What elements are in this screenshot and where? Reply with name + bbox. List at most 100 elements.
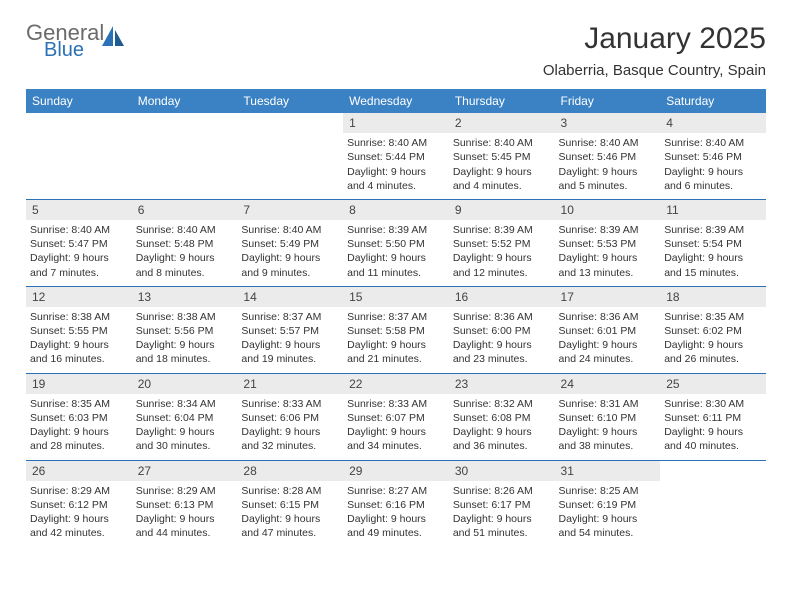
day-sr: Sunrise: 8:36 AM	[559, 310, 657, 324]
day-ss: Sunset: 6:15 PM	[241, 498, 339, 512]
day-d1: Daylight: 9 hours	[453, 338, 551, 352]
day-detail-cell: Sunrise: 8:40 AMSunset: 5:47 PMDaylight:…	[26, 220, 132, 286]
day-ss: Sunset: 6:02 PM	[664, 324, 762, 338]
day-number-cell: 4	[660, 113, 766, 133]
day-sr: Sunrise: 8:28 AM	[241, 484, 339, 498]
detail-row: Sunrise: 8:35 AMSunset: 6:03 PMDaylight:…	[26, 394, 766, 460]
day-ss: Sunset: 5:50 PM	[347, 237, 445, 251]
day-detail-cell	[237, 133, 343, 199]
day-number-cell: 28	[237, 460, 343, 481]
day-d1: Daylight: 9 hours	[559, 425, 657, 439]
day-detail-cell: Sunrise: 8:38 AMSunset: 5:56 PMDaylight:…	[132, 307, 238, 373]
day-ss: Sunset: 5:46 PM	[559, 150, 657, 164]
day-ss: Sunset: 6:13 PM	[136, 498, 234, 512]
day-detail-cell: Sunrise: 8:30 AMSunset: 6:11 PMDaylight:…	[660, 394, 766, 460]
day-d2: and 42 minutes.	[30, 526, 128, 540]
day-sr: Sunrise: 8:30 AM	[664, 397, 762, 411]
day-d2: and 15 minutes.	[664, 266, 762, 280]
day-detail-cell: Sunrise: 8:35 AMSunset: 6:02 PMDaylight:…	[660, 307, 766, 373]
day-d2: and 11 minutes.	[347, 266, 445, 280]
day-sr: Sunrise: 8:37 AM	[241, 310, 339, 324]
day-number-cell	[237, 113, 343, 133]
day-detail-cell: Sunrise: 8:28 AMSunset: 6:15 PMDaylight:…	[237, 481, 343, 547]
day-d1: Daylight: 9 hours	[241, 338, 339, 352]
detail-row: Sunrise: 8:40 AMSunset: 5:44 PMDaylight:…	[26, 133, 766, 199]
day-number-cell: 26	[26, 460, 132, 481]
weekday-header: Thursday	[449, 89, 555, 113]
day-detail-cell: Sunrise: 8:39 AMSunset: 5:52 PMDaylight:…	[449, 220, 555, 286]
day-detail-cell: Sunrise: 8:39 AMSunset: 5:54 PMDaylight:…	[660, 220, 766, 286]
day-d1: Daylight: 9 hours	[30, 425, 128, 439]
day-d1: Daylight: 9 hours	[453, 512, 551, 526]
day-sr: Sunrise: 8:33 AM	[241, 397, 339, 411]
day-number-cell: 24	[555, 373, 661, 394]
day-detail-cell: Sunrise: 8:34 AMSunset: 6:04 PMDaylight:…	[132, 394, 238, 460]
day-ss: Sunset: 6:04 PM	[136, 411, 234, 425]
daynum-row: 12131415161718	[26, 286, 766, 307]
daynum-row: 1234	[26, 113, 766, 133]
day-sr: Sunrise: 8:39 AM	[347, 223, 445, 237]
day-d1: Daylight: 9 hours	[559, 165, 657, 179]
day-sr: Sunrise: 8:25 AM	[559, 484, 657, 498]
day-ss: Sunset: 6:16 PM	[347, 498, 445, 512]
day-ss: Sunset: 5:49 PM	[241, 237, 339, 251]
day-detail-cell: Sunrise: 8:40 AMSunset: 5:46 PMDaylight:…	[660, 133, 766, 199]
day-d1: Daylight: 9 hours	[30, 338, 128, 352]
day-detail-cell: Sunrise: 8:40 AMSunset: 5:48 PMDaylight:…	[132, 220, 238, 286]
day-d2: and 8 minutes.	[136, 266, 234, 280]
day-d2: and 40 minutes.	[664, 439, 762, 453]
day-ss: Sunset: 5:55 PM	[30, 324, 128, 338]
day-ss: Sunset: 6:17 PM	[453, 498, 551, 512]
page-title: January 2025	[543, 22, 766, 56]
day-detail-cell: Sunrise: 8:36 AMSunset: 6:00 PMDaylight:…	[449, 307, 555, 373]
weekday-header: Tuesday	[237, 89, 343, 113]
day-detail-cell: Sunrise: 8:26 AMSunset: 6:17 PMDaylight:…	[449, 481, 555, 547]
day-ss: Sunset: 6:06 PM	[241, 411, 339, 425]
day-detail-cell: Sunrise: 8:40 AMSunset: 5:46 PMDaylight:…	[555, 133, 661, 199]
day-number-cell: 15	[343, 286, 449, 307]
day-number-cell: 9	[449, 199, 555, 220]
day-d1: Daylight: 9 hours	[136, 251, 234, 265]
day-detail-cell: Sunrise: 8:40 AMSunset: 5:49 PMDaylight:…	[237, 220, 343, 286]
day-number-cell: 30	[449, 460, 555, 481]
logo-text: General Blue	[26, 22, 104, 60]
day-sr: Sunrise: 8:37 AM	[347, 310, 445, 324]
day-d1: Daylight: 9 hours	[30, 251, 128, 265]
detail-row: Sunrise: 8:29 AMSunset: 6:12 PMDaylight:…	[26, 481, 766, 547]
day-sr: Sunrise: 8:33 AM	[347, 397, 445, 411]
day-ss: Sunset: 5:48 PM	[136, 237, 234, 251]
day-d1: Daylight: 9 hours	[347, 165, 445, 179]
day-detail-cell: Sunrise: 8:29 AMSunset: 6:12 PMDaylight:…	[26, 481, 132, 547]
day-d2: and 49 minutes.	[347, 526, 445, 540]
day-number-cell: 7	[237, 199, 343, 220]
day-detail-cell: Sunrise: 8:33 AMSunset: 6:06 PMDaylight:…	[237, 394, 343, 460]
day-detail-cell: Sunrise: 8:37 AMSunset: 5:57 PMDaylight:…	[237, 307, 343, 373]
day-d1: Daylight: 9 hours	[453, 165, 551, 179]
day-d2: and 36 minutes.	[453, 439, 551, 453]
day-ss: Sunset: 5:44 PM	[347, 150, 445, 164]
day-sr: Sunrise: 8:39 AM	[664, 223, 762, 237]
day-number-cell: 22	[343, 373, 449, 394]
day-d1: Daylight: 9 hours	[453, 251, 551, 265]
day-number-cell: 21	[237, 373, 343, 394]
day-d1: Daylight: 9 hours	[453, 425, 551, 439]
calendar-document: General Blue January 2025 Olaberria, Bas…	[0, 0, 792, 566]
day-d2: and 6 minutes.	[664, 179, 762, 193]
day-detail-cell: Sunrise: 8:25 AMSunset: 6:19 PMDaylight:…	[555, 481, 661, 547]
day-number-cell: 13	[132, 286, 238, 307]
day-d1: Daylight: 9 hours	[347, 338, 445, 352]
day-number-cell: 12	[26, 286, 132, 307]
day-number-cell: 29	[343, 460, 449, 481]
day-number-cell: 2	[449, 113, 555, 133]
day-sr: Sunrise: 8:34 AM	[136, 397, 234, 411]
day-d1: Daylight: 9 hours	[664, 425, 762, 439]
daynum-row: 262728293031	[26, 460, 766, 481]
day-d1: Daylight: 9 hours	[664, 251, 762, 265]
weekday-header: Saturday	[660, 89, 766, 113]
day-ss: Sunset: 5:45 PM	[453, 150, 551, 164]
day-ss: Sunset: 6:10 PM	[559, 411, 657, 425]
day-number-cell: 23	[449, 373, 555, 394]
day-number-cell	[660, 460, 766, 481]
weekday-header: Wednesday	[343, 89, 449, 113]
daynum-row: 19202122232425	[26, 373, 766, 394]
